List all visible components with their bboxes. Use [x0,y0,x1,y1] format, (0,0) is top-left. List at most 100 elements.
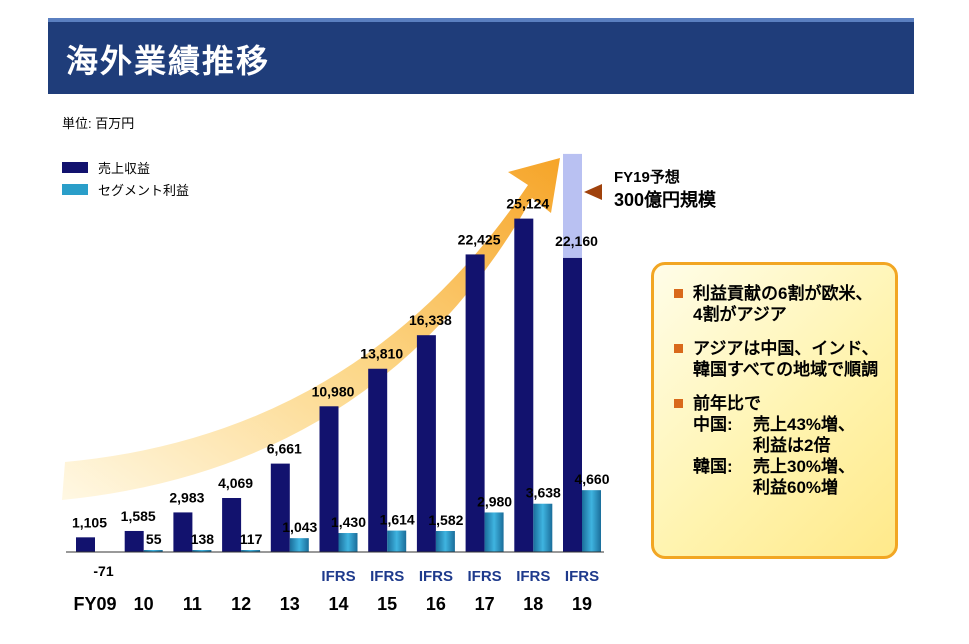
profit-bar [484,512,504,552]
revenue-value-label: 6,661 [267,441,302,457]
profit-value-label: -71 [93,563,113,579]
ifrs-label: IFRS [321,568,355,585]
revenue-bar [222,498,242,552]
revenue-bar [563,257,582,552]
forecast-line1: FY19予想 [614,169,680,186]
profit-bar [435,531,455,552]
bullet-square-icon [674,344,683,353]
revenue-bar [270,463,290,552]
callout-detail-row: 韓国: 売上30%増、 [693,456,879,477]
revenue-value-label: 22,160 [555,233,598,249]
forecast-bar [563,153,582,258]
profit-bar [192,550,212,552]
profit-value-label: 138 [191,531,215,547]
profit-value-label: 1,043 [282,519,317,535]
legend-item-profit: セグメント利益 [62,178,189,200]
profit-value-label: 3,638 [526,485,561,501]
detail-region [693,477,753,498]
revenue-value-label: 16,338 [409,312,452,328]
profit-value-label: 1,614 [380,512,415,528]
detail-region: 中国: [693,415,733,434]
legend-label-profit: セグメント利益 [98,182,190,198]
ifrs-label: IFRS [419,568,453,585]
x-tick-label: FY09 [73,594,116,614]
growth-arrow [62,158,560,500]
detail-region: 韓国: [693,457,733,476]
revenue-bar [173,512,193,552]
forecast-annotation: FY19予想 300億円規模 [614,168,716,212]
profit-value-label: 55 [146,531,162,547]
revenue-value-label: 1,105 [72,514,107,530]
callout-bullet-text: アジアは中国、インド、韓国すべての地域で順調 [693,339,879,379]
callout-bullet: 前年比で [674,393,879,414]
forecast-pointer [584,184,602,200]
ifrs-label: IFRS [468,568,502,585]
x-tick-label: 10 [134,594,154,614]
legend-swatch-profit [62,183,88,195]
revenue-value-label: 1,585 [121,508,156,524]
revenue-bar [416,335,436,552]
detail-text: 利益は2倍 [753,436,831,455]
profit-bar [338,533,358,552]
detail-text: 売上30%増、 [753,457,856,476]
ifrs-label: IFRS [565,568,599,585]
callout-box: 利益貢献の6割が欧米、4割がアジア アジアは中国、インド、韓国すべての地域で順調… [651,262,898,559]
x-tick-label: 19 [572,594,592,614]
x-tick-label: 17 [475,594,495,614]
title-bar: 海外業績推移 [48,18,914,94]
ifrs-label: IFRS [516,568,550,585]
page-title: 海外業績推移 [66,43,271,79]
profit-bar [241,550,261,552]
profit-bar [533,503,553,552]
legend-swatch-revenue [62,161,88,173]
bullet-square-icon [674,289,683,298]
callout-bullet-text: 利益貢献の6割が欧米、4割がアジア [693,284,873,324]
profit-value-label: 117 [240,531,263,547]
callout-detail-row: 利益60%増 [693,477,879,498]
profit-value-label: 1,430 [331,514,366,530]
revenue-value-label: 4,069 [218,475,253,491]
revenue-bar [124,530,144,552]
profit-bar [289,538,309,552]
detail-text: 売上43%増、 [753,415,856,434]
legend-item-revenue: 売上収益 [62,156,189,178]
callout-details: 中国: 売上43%増、 利益は2倍 韓国: 売上30%増、 利益60%増 [674,414,879,498]
revenue-value-label: 25,124 [506,196,549,212]
ifrs-label: IFRS [370,568,404,585]
revenue-value-label: 13,810 [360,346,403,362]
profit-value-label: 2,980 [477,493,512,509]
legend: 売上収益 セグメント利益 [62,156,189,200]
revenue-bar [514,218,534,552]
x-tick-label: 18 [523,594,543,614]
revenue-bar [368,368,388,552]
forecast-line2: 300億円規模 [614,190,717,210]
revenue-bar [76,537,95,552]
callout-bullet: アジアは中国、インド、韓国すべての地域で順調 [674,338,879,380]
profit-bar [582,490,601,552]
revenue-bar [465,254,485,552]
revenue-bar [319,406,339,552]
callout-detail-row: 中国: 売上43%増、 [693,414,879,435]
x-tick-label: 13 [280,594,300,614]
profit-value-label: 1,582 [428,512,463,528]
detail-text: 利益60%増 [753,478,839,497]
profit-value-label: 4,660 [574,471,609,487]
x-tick-label: 16 [426,594,446,614]
callout-bullet-text: 前年比で [693,394,761,413]
profit-bar [387,530,407,552]
detail-region [693,435,753,456]
revenue-value-label: 10,980 [312,383,355,399]
revenue-value-label: 22,425 [458,231,501,247]
callout-detail-row: 利益は2倍 [693,435,879,456]
revenue-value-label: 2,983 [169,489,204,505]
x-tick-label: 14 [328,594,348,614]
unit-label: 単位: 百万円 [62,116,135,131]
x-tick-label: 12 [231,594,251,614]
profit-bar [143,550,163,552]
legend-label-revenue: 売上収益 [98,160,151,176]
x-tick-label: 15 [377,594,397,614]
callout-bullet: 利益貢献の6割が欧米、4割がアジア [674,283,879,325]
bullet-square-icon [674,399,683,408]
x-tick-label: 11 [183,594,202,614]
